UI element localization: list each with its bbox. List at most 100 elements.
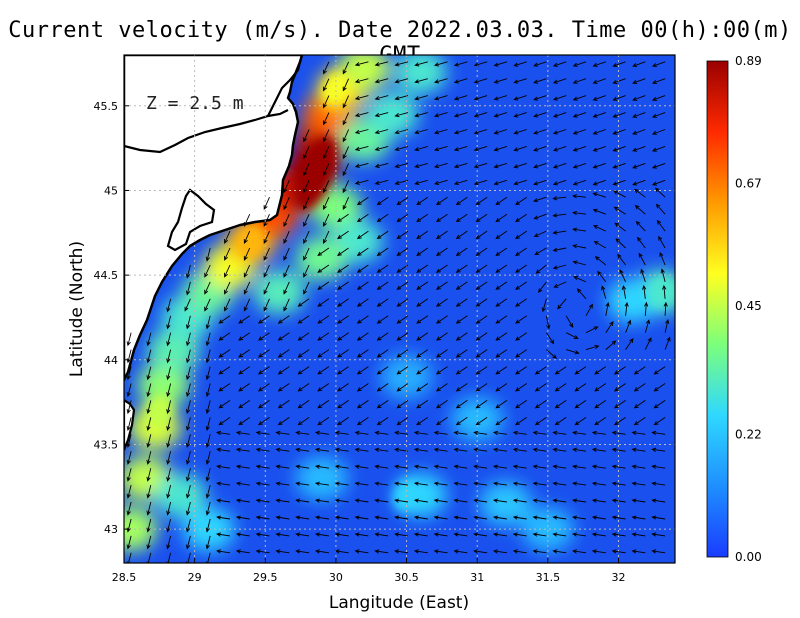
velocity-arrow [453, 112, 468, 118]
velocity-arrow [572, 179, 587, 186]
velocity-arrow [257, 349, 270, 358]
velocity-arrow [416, 247, 429, 256]
velocity-arrow [653, 383, 666, 392]
velocity-arrow [166, 366, 172, 381]
velocity-arrow [613, 383, 626, 392]
velocity-arrow [396, 417, 409, 426]
velocity-arrow [435, 281, 448, 290]
velocity-arrow [218, 400, 231, 409]
velocity-arrow [185, 434, 191, 448]
velocity-arrow [396, 230, 409, 240]
velocity-arrow [572, 145, 587, 152]
velocity-arrow [632, 78, 646, 84]
velocity-arrow [376, 417, 389, 426]
velocity-arrow [297, 417, 310, 426]
velocity-arrow [166, 535, 172, 550]
velocity-arrow [435, 366, 448, 375]
velocity-arrow [591, 447, 606, 452]
velocity-arrow [342, 146, 350, 160]
x-tick-label: 30.5 [394, 571, 419, 584]
velocity-arrow [275, 498, 290, 503]
velocity-arrow [605, 301, 610, 316]
velocity-arrow [513, 61, 527, 67]
velocity-arrow [185, 281, 191, 296]
velocity-arrow [376, 298, 389, 307]
velocity-arrow [453, 498, 468, 503]
velocity-arrow [660, 268, 666, 283]
velocity-arrow [205, 247, 211, 262]
velocity-arrow [413, 481, 428, 486]
velocity-arrow [492, 430, 507, 435]
velocity-arrow [334, 515, 349, 520]
velocity-arrow [356, 247, 369, 256]
velocity-arrow [655, 203, 666, 215]
velocity-arrow [534, 366, 547, 375]
velocity-arrow [414, 129, 428, 135]
velocity-arrow [495, 298, 508, 307]
velocity-arrow [552, 129, 567, 135]
velocity-arrow [515, 281, 527, 290]
velocity-arrow [243, 281, 251, 295]
velocity-arrow [495, 366, 508, 375]
velocity-arrow [283, 214, 290, 227]
velocity-arrow [632, 61, 646, 68]
velocity-arrow [334, 464, 349, 469]
velocity-arrow [218, 417, 231, 426]
velocity-arrow [631, 498, 646, 503]
velocity-arrow [376, 332, 389, 341]
velocity-arrow [314, 498, 329, 503]
velocity-arrow [492, 498, 507, 503]
velocity-arrow [224, 281, 231, 295]
velocity-arrow [513, 95, 527, 101]
velocity-arrow [435, 264, 448, 273]
velocity-arrow [592, 78, 606, 84]
velocity-arrow [238, 383, 250, 392]
velocity-arrow [166, 434, 172, 448]
velocity-arrow [535, 264, 547, 274]
velocity-arrow [574, 417, 587, 426]
velocity-arrow [146, 400, 152, 415]
velocity-arrow [238, 349, 250, 358]
velocity-arrow [552, 447, 567, 452]
velocity-arrow [205, 383, 211, 398]
velocity-arrow [396, 400, 409, 409]
velocity-arrow [283, 247, 290, 261]
velocity-arrow [634, 204, 646, 215]
velocity-arrow [166, 451, 172, 465]
velocity-arrow [216, 532, 231, 537]
velocity-arrow [611, 464, 626, 469]
velocity-arrow [376, 230, 389, 240]
velocity-arrow [612, 78, 626, 84]
velocity-arrow [224, 230, 231, 244]
velocity-arrow [455, 349, 468, 358]
velocity-arrow [416, 196, 429, 206]
velocity-arrow [475, 230, 488, 240]
velocity-arrow [513, 129, 527, 135]
velocity-arrow [216, 481, 231, 486]
velocity-arrow [277, 383, 290, 392]
velocity-arrow [572, 162, 587, 169]
velocity-arrow [396, 264, 409, 273]
velocity-arrow [334, 532, 349, 537]
velocity-arrow [612, 95, 626, 101]
velocity-arrow [322, 214, 330, 227]
velocity-arrow [314, 464, 329, 469]
velocity-arrow [394, 515, 409, 520]
speed-blob [295, 456, 348, 501]
velocity-arrow [493, 162, 508, 169]
velocity-arrow [605, 340, 617, 350]
velocity-arrow [574, 383, 587, 392]
velocity-arrow [374, 61, 389, 67]
velocity-arrow [495, 349, 508, 358]
velocity-arrow [374, 464, 389, 469]
lake-outline [124, 109, 289, 154]
velocity-arrow [356, 230, 369, 240]
velocity-arrow [573, 276, 587, 283]
velocity-arrow [255, 498, 270, 503]
velocity-arrow [552, 179, 567, 186]
velocity-arrow [495, 400, 508, 409]
velocity-arrow [576, 288, 587, 300]
velocity-arrow [303, 129, 310, 143]
speed-blob [479, 481, 532, 526]
velocity-arrow [255, 481, 270, 486]
